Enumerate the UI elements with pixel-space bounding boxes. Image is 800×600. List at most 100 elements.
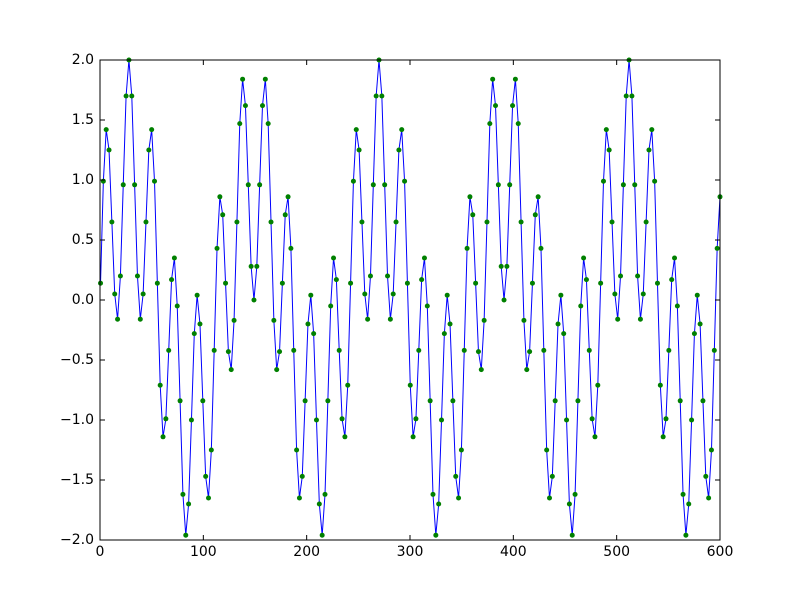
point: [316, 501, 322, 507]
point: [333, 277, 339, 283]
y-tick-label: −1.5: [60, 472, 94, 488]
point: [140, 291, 146, 297]
point: [220, 212, 226, 218]
point: [674, 303, 680, 309]
point: [262, 76, 268, 82]
point: [117, 273, 123, 279]
point: [302, 398, 308, 404]
point: [299, 473, 305, 479]
point: [581, 255, 587, 261]
point: [237, 121, 243, 127]
point: [171, 255, 177, 261]
y-tick-label: −2.0: [60, 532, 94, 548]
point: [419, 277, 425, 283]
point: [598, 280, 604, 286]
point: [572, 491, 578, 497]
point: [547, 495, 552, 501]
point: [441, 331, 447, 337]
point: [686, 501, 692, 507]
point: [708, 447, 714, 453]
point: [515, 121, 521, 127]
point: [305, 321, 311, 327]
point: [453, 473, 459, 479]
point: [706, 495, 712, 501]
point: [427, 398, 433, 404]
point: [382, 182, 388, 188]
point: [285, 194, 291, 200]
point: [225, 349, 231, 355]
point: [524, 367, 530, 373]
point: [98, 280, 104, 286]
point: [677, 398, 683, 404]
point: [666, 347, 672, 353]
point: [319, 532, 325, 538]
point: [555, 321, 561, 327]
point: [259, 103, 265, 109]
point: [669, 277, 675, 283]
point: [518, 219, 524, 225]
point: [163, 416, 169, 422]
point: [353, 127, 359, 133]
point: [575, 398, 581, 404]
y-tick-label: −0.5: [60, 352, 94, 368]
point: [612, 291, 618, 297]
point: [208, 447, 214, 453]
point: [473, 280, 479, 286]
point: [475, 349, 481, 355]
point: [493, 103, 499, 109]
point: [450, 398, 456, 404]
point: [649, 127, 655, 133]
point: [632, 182, 638, 188]
point: [115, 316, 121, 322]
point: [510, 103, 516, 109]
point: [177, 398, 183, 404]
point: [106, 147, 112, 153]
point: [100, 178, 106, 184]
y-tick-label: 2.0: [72, 52, 94, 68]
point: [535, 194, 541, 200]
point: [495, 182, 501, 188]
point: [254, 263, 260, 269]
point: [203, 473, 209, 479]
point: [348, 280, 354, 286]
point: [390, 291, 396, 297]
point: [336, 347, 342, 353]
point: [654, 280, 660, 286]
point: [248, 263, 254, 269]
point: [436, 501, 442, 507]
point: [689, 417, 695, 423]
point: [228, 367, 234, 373]
point: [478, 367, 484, 373]
point: [430, 491, 436, 497]
point: [558, 292, 564, 298]
point: [188, 417, 194, 423]
point: [291, 347, 297, 353]
point: [564, 417, 570, 423]
point: [112, 291, 118, 297]
point: [615, 316, 621, 322]
point: [544, 447, 550, 453]
point: [245, 182, 251, 188]
point: [635, 273, 641, 279]
point: [456, 495, 462, 501]
x-tick-label: 400: [500, 544, 527, 560]
x-tick-label: 100: [190, 544, 217, 560]
point: [433, 532, 439, 538]
point: [589, 416, 595, 422]
y-tick-label: 1.0: [72, 172, 94, 188]
point: [311, 331, 317, 337]
point: [487, 121, 493, 127]
point: [538, 245, 544, 251]
point: [194, 292, 200, 298]
point: [691, 331, 697, 337]
point: [214, 245, 220, 251]
point: [407, 382, 413, 388]
point: [345, 382, 351, 388]
point: [217, 194, 223, 200]
point: [399, 127, 405, 133]
point: [206, 495, 211, 501]
point: [521, 317, 527, 323]
point: [174, 303, 180, 309]
point: [152, 178, 158, 184]
point: [379, 93, 385, 99]
